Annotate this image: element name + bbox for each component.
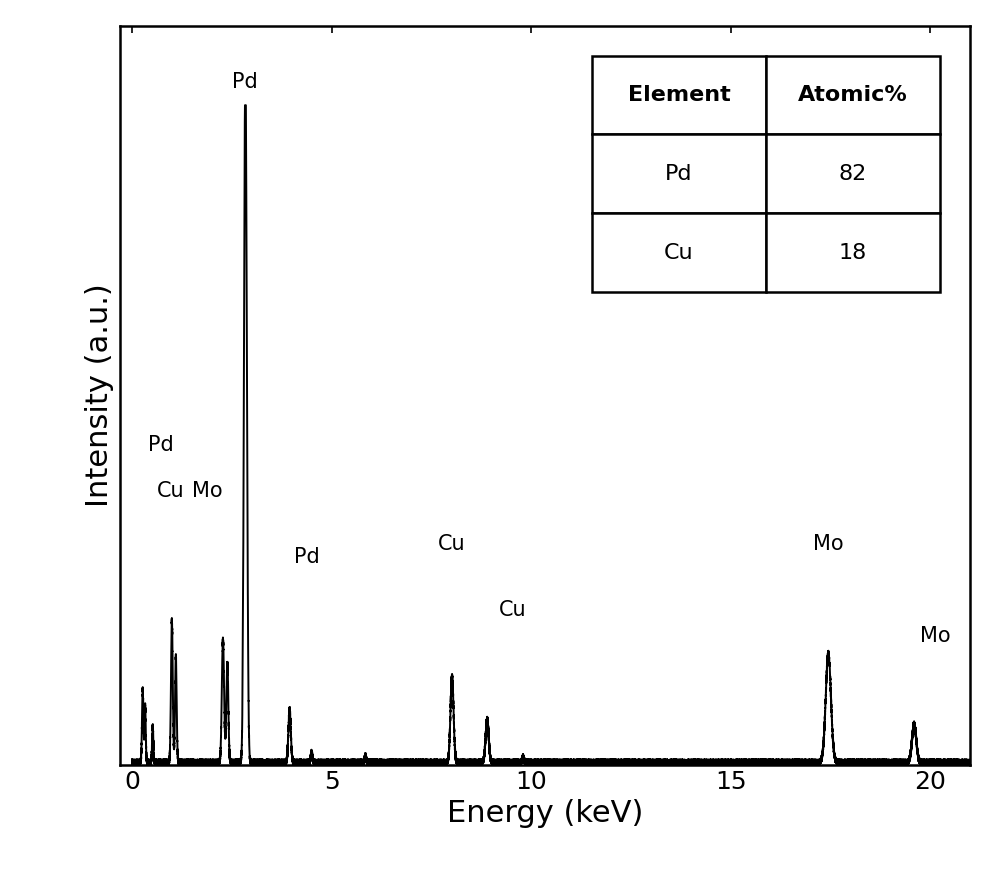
Text: Pd: Pd	[294, 547, 319, 567]
Text: Cu: Cu	[438, 534, 466, 554]
Text: Mo: Mo	[192, 481, 222, 501]
Text: Mo: Mo	[920, 626, 951, 646]
X-axis label: Energy (keV): Energy (keV)	[447, 799, 643, 828]
Y-axis label: Intensity (a.u.): Intensity (a.u.)	[85, 283, 114, 507]
Text: Pd: Pd	[232, 72, 258, 92]
Text: Cu: Cu	[157, 481, 185, 501]
Text: Pd: Pd	[148, 434, 174, 454]
Text: Mo: Mo	[813, 534, 844, 554]
Text: Cu: Cu	[499, 600, 527, 620]
